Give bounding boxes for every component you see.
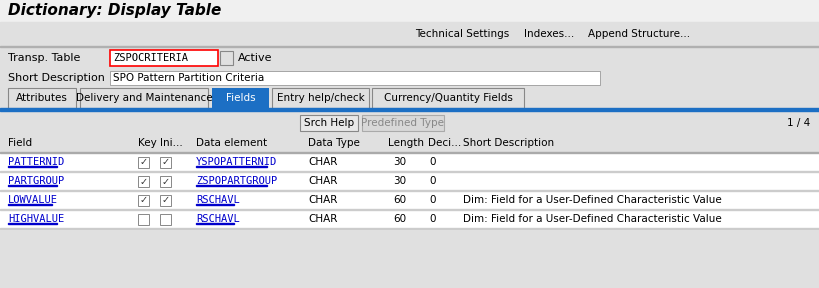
Bar bbox=[160, 157, 171, 168]
Bar bbox=[372, 88, 523, 108]
Text: ✓: ✓ bbox=[139, 196, 147, 206]
Bar bbox=[8, 88, 76, 108]
Text: Active: Active bbox=[238, 53, 272, 63]
Bar bbox=[300, 115, 358, 131]
Text: Currency/Quantity Fields: Currency/Quantity Fields bbox=[383, 93, 512, 103]
Text: Indexes...: Indexes... bbox=[523, 29, 573, 39]
Text: CHAR: CHAR bbox=[308, 157, 337, 167]
Text: SPO Pattern Partition Criteria: SPO Pattern Partition Criteria bbox=[113, 73, 264, 83]
Text: ✓: ✓ bbox=[139, 158, 147, 168]
Bar bbox=[0, 47, 819, 69]
Bar bbox=[138, 157, 149, 168]
Text: CHAR: CHAR bbox=[308, 176, 337, 186]
Text: Dictionary: Display Table: Dictionary: Display Table bbox=[8, 3, 221, 18]
Text: Dim: Field for a User-Defined Characteristic Value: Dim: Field for a User-Defined Characteri… bbox=[463, 214, 721, 224]
Text: Deci...: Deci... bbox=[428, 138, 460, 148]
Text: ✓: ✓ bbox=[161, 158, 170, 168]
Bar bbox=[219, 51, 233, 65]
Bar bbox=[0, 210, 819, 229]
Text: ZSPOCRITERIA: ZSPOCRITERIA bbox=[113, 53, 188, 63]
Text: 0: 0 bbox=[429, 176, 436, 186]
Bar bbox=[0, 0, 819, 22]
Text: YSPOPATTERNID: YSPOPATTERNID bbox=[196, 157, 277, 167]
Text: Technical Settings: Technical Settings bbox=[414, 29, 509, 39]
Bar bbox=[212, 88, 269, 108]
Text: Key: Key bbox=[138, 138, 156, 148]
Bar bbox=[138, 214, 149, 225]
Text: 0: 0 bbox=[429, 195, 436, 205]
Bar bbox=[0, 112, 819, 134]
Bar bbox=[0, 134, 819, 152]
Text: Delivery and Maintenance: Delivery and Maintenance bbox=[75, 93, 212, 103]
Text: Dim: Field for a User-Defined Characteristic Value: Dim: Field for a User-Defined Characteri… bbox=[463, 195, 721, 205]
Bar bbox=[110, 50, 218, 66]
Text: Transp. Table: Transp. Table bbox=[8, 53, 80, 63]
Text: Srch Help: Srch Help bbox=[304, 118, 354, 128]
Text: ✓: ✓ bbox=[139, 177, 147, 187]
Bar bbox=[0, 172, 819, 191]
Bar bbox=[0, 69, 819, 87]
Bar bbox=[0, 152, 819, 153]
Text: 30: 30 bbox=[392, 157, 405, 167]
Bar bbox=[160, 214, 171, 225]
Text: Append Structure...: Append Structure... bbox=[587, 29, 689, 39]
Bar bbox=[0, 191, 819, 210]
Text: PATTERNID: PATTERNID bbox=[8, 157, 64, 167]
Bar bbox=[160, 176, 171, 187]
Text: 0: 0 bbox=[429, 214, 436, 224]
Text: Ini...: Ini... bbox=[160, 138, 183, 148]
Text: HIGHVALUE: HIGHVALUE bbox=[8, 214, 64, 224]
Text: Entry help/check: Entry help/check bbox=[276, 93, 364, 103]
Text: ✓: ✓ bbox=[161, 177, 170, 187]
Bar bbox=[0, 153, 819, 172]
Text: Length: Length bbox=[387, 138, 423, 148]
Text: CHAR: CHAR bbox=[308, 195, 337, 205]
Bar bbox=[0, 108, 819, 111]
Text: 30: 30 bbox=[392, 176, 405, 186]
Text: Attributes: Attributes bbox=[16, 93, 68, 103]
Bar bbox=[0, 22, 819, 46]
Bar bbox=[0, 46, 819, 47]
Bar bbox=[138, 176, 149, 187]
Text: RSCHAVL: RSCHAVL bbox=[196, 195, 239, 205]
Bar bbox=[138, 195, 149, 206]
Text: Predefined Type: Predefined Type bbox=[361, 118, 444, 128]
Text: Field: Field bbox=[8, 138, 32, 148]
Text: ✓: ✓ bbox=[161, 196, 170, 206]
Text: Short Description: Short Description bbox=[8, 73, 105, 83]
Text: Data element: Data element bbox=[196, 138, 267, 148]
Text: 0: 0 bbox=[429, 157, 436, 167]
Bar bbox=[0, 87, 819, 109]
Text: 60: 60 bbox=[392, 214, 405, 224]
Bar bbox=[80, 88, 208, 108]
Bar bbox=[110, 71, 600, 85]
Bar bbox=[160, 195, 171, 206]
Text: LOWVALUE: LOWVALUE bbox=[8, 195, 58, 205]
Text: Fields: Fields bbox=[225, 93, 255, 103]
Bar bbox=[272, 88, 369, 108]
Bar bbox=[361, 115, 443, 131]
Text: PARTGROUP: PARTGROUP bbox=[8, 176, 64, 186]
Text: RSCHAVL: RSCHAVL bbox=[196, 214, 239, 224]
Text: Data Type: Data Type bbox=[308, 138, 360, 148]
Text: Short Description: Short Description bbox=[463, 138, 554, 148]
Text: CHAR: CHAR bbox=[308, 214, 337, 224]
Text: 1 / 4: 1 / 4 bbox=[785, 118, 809, 128]
Text: ZSPOPARTGROUP: ZSPOPARTGROUP bbox=[196, 176, 277, 186]
Text: 60: 60 bbox=[392, 195, 405, 205]
